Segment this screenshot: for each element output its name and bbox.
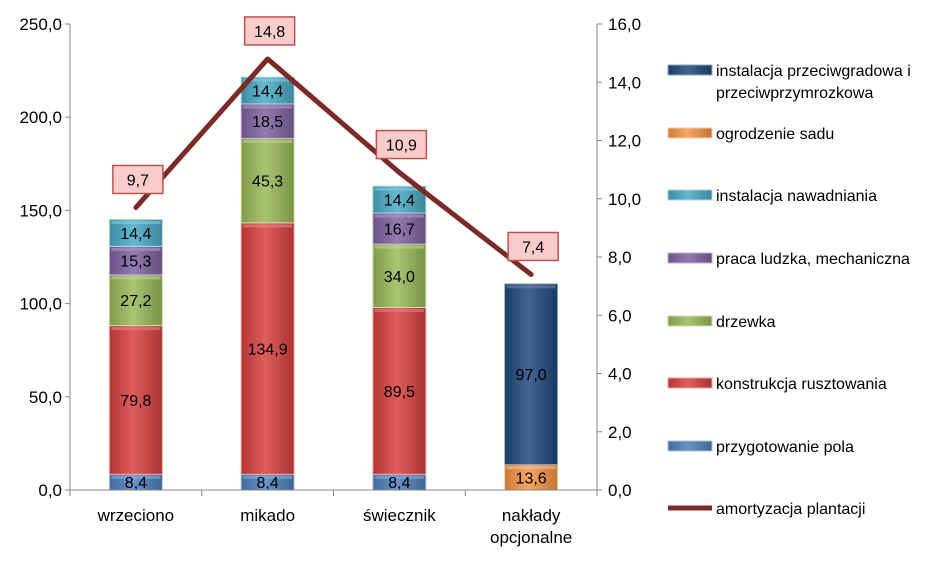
line-layer: 9,7 14,8 10,9 7,4 <box>112 16 559 277</box>
y-left-tick-label: 50,0 <box>29 388 62 407</box>
data-label: 45,3 <box>252 174 283 191</box>
bar-segment-highlight <box>243 224 293 228</box>
x-tick-label: wrzeciono <box>97 506 175 525</box>
y-right-tick-label: 8,0 <box>608 248 632 267</box>
data-label: 15,3 <box>120 254 151 271</box>
bars-layer: 8,4 79,8 27,2 15,3 14,4 8,4 134,9 45,3 18,5 14,4 8… <box>108 76 559 492</box>
y-right-tick-label: 10,0 <box>608 190 641 209</box>
data-label: 14,4 <box>120 226 151 243</box>
bar-segment <box>108 274 163 327</box>
axes-layer: 0,0 50,0 100,0 150,0 200,0 250,0 0,0 2,0 4,0 6,0 8… <box>19 15 641 547</box>
data-label: 134,9 <box>248 342 288 359</box>
legend-swatch <box>667 377 713 389</box>
line-data-label: 9,7 <box>127 172 149 189</box>
legend-swatch <box>667 189 713 201</box>
bar-segment-highlight <box>111 221 161 225</box>
bar-segment-highlight <box>506 466 556 470</box>
legend-swatch <box>667 315 713 327</box>
data-label: 13,6 <box>516 470 547 487</box>
bar-segment-highlight <box>374 214 424 218</box>
y-right-tick-label: 16,0 <box>608 15 641 34</box>
x-tick-label: nakłady opcjonalne <box>490 506 572 547</box>
bar-segment-highlight <box>243 475 293 479</box>
line-data-label-box <box>243 16 296 46</box>
bar-segment <box>240 137 295 224</box>
bar-segment <box>372 212 427 245</box>
bar-segment <box>240 222 295 475</box>
bar-segment-highlight <box>374 187 424 191</box>
legend-label: praca ludzka, mechaniczna <box>716 251 910 268</box>
line-data-label-box <box>507 231 559 262</box>
y-right-tick-label: 14,0 <box>608 73 641 92</box>
x-tick-label: świecznik <box>363 506 436 525</box>
y-left-tick-label: 0,0 <box>38 481 62 500</box>
data-label: 97,0 <box>516 367 547 384</box>
legend-swatch <box>667 440 713 452</box>
line-data-label: 7,4 <box>522 239 544 256</box>
bar-segment <box>372 307 427 475</box>
data-label: 27,2 <box>120 293 151 310</box>
legend-swatch <box>667 64 713 76</box>
line-amortyzacja-plantacji <box>133 56 534 277</box>
bar-segment-highlight <box>111 276 161 280</box>
data-label: 34,0 <box>384 269 415 286</box>
y-right-tick-label: 2,0 <box>608 423 632 442</box>
line-data-label-box <box>375 129 428 160</box>
legend-label: przygotowanie pola <box>716 439 854 456</box>
bar-segment <box>240 103 295 139</box>
legend-label: instalacja przeciwgradowa i przeciwprzymr… <box>716 63 911 102</box>
bar-segment-highlight <box>506 285 556 289</box>
legend-swatch <box>667 252 713 264</box>
data-label: 18,5 <box>252 114 283 131</box>
y-left-tick-label: 100,0 <box>19 295 62 314</box>
line-data-label-box <box>112 164 164 195</box>
line-data-label: 10,9 <box>386 138 417 155</box>
data-label: 16,7 <box>384 222 415 239</box>
y-right-tick-label: 4,0 <box>608 365 632 384</box>
bar-segment-highlight <box>374 309 424 313</box>
y-left-tick-label: 150,0 <box>19 201 62 220</box>
y-right-tick-label: 12,0 <box>608 132 641 151</box>
legend-label: ogrodzenie sadu <box>716 126 834 143</box>
data-label: 8,4 <box>388 475 410 492</box>
legend-swatch <box>667 127 713 139</box>
legend: instalacja przeciwgradowa i przeciwprzymr… <box>667 63 911 518</box>
bar-segment-highlight <box>111 247 161 251</box>
bar-segment-highlight <box>374 245 424 249</box>
legend-label-line: instalacja przeciwgradowa i <box>716 63 911 80</box>
x-tick-label-line: nakłady <box>502 506 561 525</box>
bar-segment <box>372 243 427 309</box>
legend-label: konstrukcja rusztowania <box>716 376 887 393</box>
bar-segment <box>108 325 163 475</box>
x-tick-label-line: opcjonalne <box>490 528 572 547</box>
legend-label: drzewka <box>716 314 776 331</box>
line-data-label: 14,8 <box>254 24 285 41</box>
data-label: 14,4 <box>384 193 415 210</box>
legend-label: instalacja nawadniania <box>716 188 877 205</box>
bar-segment-highlight <box>243 105 293 109</box>
bar-segment-highlight <box>374 475 424 479</box>
legend-label-line: przeciwprzymrozkowa <box>716 85 873 102</box>
data-label: 79,8 <box>120 393 151 410</box>
data-label: 8,4 <box>125 475 147 492</box>
y-right-tick-label: 0,0 <box>608 481 632 500</box>
data-label: 14,4 <box>252 84 283 101</box>
bar-segment-highlight <box>111 475 161 479</box>
legend-label: amortyzacja plantacji <box>716 501 865 518</box>
bar-segment-highlight <box>111 327 161 331</box>
y-right-tick-label: 6,0 <box>608 306 632 325</box>
x-tick-label: mikado <box>240 506 295 525</box>
bar-segment-highlight <box>243 139 293 143</box>
data-label: 8,4 <box>257 475 279 492</box>
y-left-tick-label: 200,0 <box>19 108 62 127</box>
y-left-tick-label: 250,0 <box>19 15 62 34</box>
data-label: 89,5 <box>384 384 415 401</box>
bar-segment-highlight <box>243 78 293 82</box>
bar-segment <box>504 283 559 466</box>
